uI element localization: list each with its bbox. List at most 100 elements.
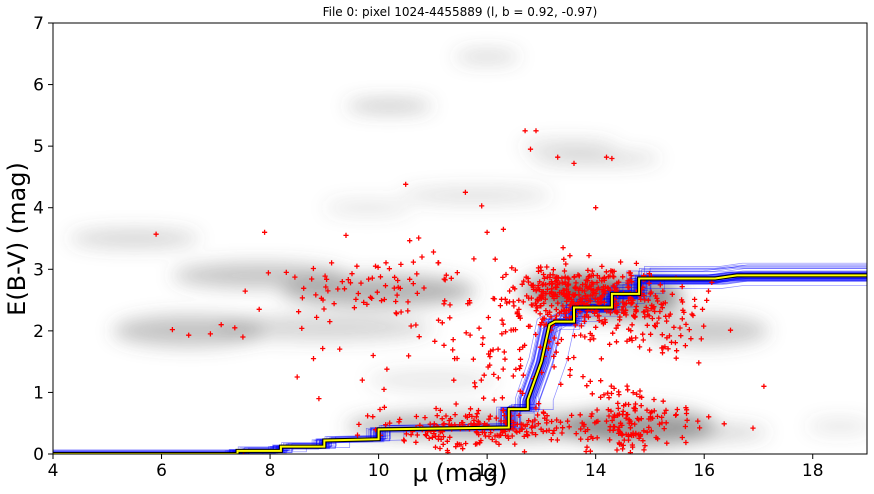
data-point: [550, 430, 556, 436]
data-point: [615, 309, 621, 315]
data-point: [688, 336, 694, 342]
data-point: [378, 298, 385, 304]
data-point: [619, 307, 625, 313]
data-point: [587, 337, 593, 343]
data-point: [321, 306, 327, 312]
data-point: [628, 301, 634, 307]
data-point: [611, 385, 617, 391]
data-point: [587, 378, 593, 384]
data-point: [520, 299, 526, 305]
data-points: [153, 128, 767, 454]
data-point: [453, 401, 459, 407]
data-point: [441, 301, 447, 307]
data-point: [640, 438, 646, 444]
data-point: [682, 423, 688, 430]
data-point: [577, 412, 583, 418]
data-point: [585, 427, 591, 433]
data-point: [623, 415, 629, 421]
data-point: [643, 304, 649, 310]
data-point: [310, 265, 316, 272]
best-fit-line: [53, 274, 867, 454]
data-point: [341, 286, 348, 292]
data-point: [648, 428, 654, 434]
data-point: [681, 309, 687, 315]
data-point: [396, 419, 402, 425]
data-point: [442, 277, 448, 283]
data-point: [646, 271, 652, 277]
data-point: [610, 283, 616, 289]
data-point: [582, 288, 588, 294]
data-point: [534, 303, 540, 309]
data-point: [578, 332, 584, 338]
data-point: [596, 317, 602, 323]
data-point: [416, 235, 422, 241]
data-point: [577, 309, 583, 315]
sample-profile-line: [53, 271, 867, 454]
data-point: [630, 390, 636, 396]
data-point: [638, 403, 644, 409]
data-point: [493, 439, 499, 445]
data-point: [589, 332, 595, 339]
data-point: [665, 346, 671, 352]
data-point: [537, 311, 543, 317]
data-point: [651, 304, 657, 310]
data-point: [565, 356, 571, 362]
data-point: [684, 417, 690, 423]
data-point: [500, 274, 506, 280]
data-point: [667, 311, 673, 317]
data-point: [571, 354, 577, 361]
data-point: [283, 269, 289, 275]
data-point: [503, 271, 509, 278]
data-point: [398, 261, 404, 267]
data-point: [414, 290, 420, 296]
data-point: [467, 406, 474, 412]
data-point: [169, 327, 175, 333]
data-point: [588, 413, 594, 419]
data-point: [594, 435, 600, 441]
sample-profile-line: [53, 280, 867, 451]
data-point: [500, 226, 506, 232]
data-point: [406, 353, 412, 359]
data-point: [296, 309, 302, 315]
data-point: [539, 294, 545, 300]
data-point: [591, 336, 597, 342]
data-point: [554, 437, 560, 443]
data-point: [555, 300, 561, 306]
data-point: [437, 445, 443, 452]
data-point: [478, 437, 484, 444]
data-point: [704, 297, 710, 303]
data-point: [381, 404, 387, 410]
data-point: [541, 322, 547, 328]
data-point: [563, 261, 569, 267]
data-point: [611, 423, 617, 430]
data-point: [706, 414, 712, 420]
data-point: [632, 421, 638, 427]
data-point: [549, 286, 555, 292]
data-point: [659, 414, 665, 420]
y-tick-label: 3: [33, 260, 44, 280]
data-point: [600, 284, 607, 290]
data-point: [434, 413, 440, 419]
data-point: [441, 342, 447, 348]
data-point: [512, 267, 518, 273]
data-point: [589, 391, 595, 397]
y-axis: 0 1 2 3 4 5 6 7: [33, 14, 53, 465]
data-point: [361, 299, 367, 305]
data-point: [610, 273, 616, 279]
data-point: [577, 296, 584, 302]
data-point: [488, 430, 494, 436]
data-point: [502, 356, 508, 362]
data-point: [644, 429, 650, 435]
data-point: [626, 401, 632, 408]
data-point: [370, 414, 376, 420]
data-point: [510, 426, 516, 432]
data-point: [480, 335, 486, 341]
data-point: [503, 432, 509, 439]
data-point: [637, 394, 643, 400]
data-point: [607, 341, 613, 347]
data-point: [501, 349, 507, 355]
data-point: [571, 274, 578, 280]
data-point: [632, 401, 639, 407]
data-point: [562, 279, 568, 285]
